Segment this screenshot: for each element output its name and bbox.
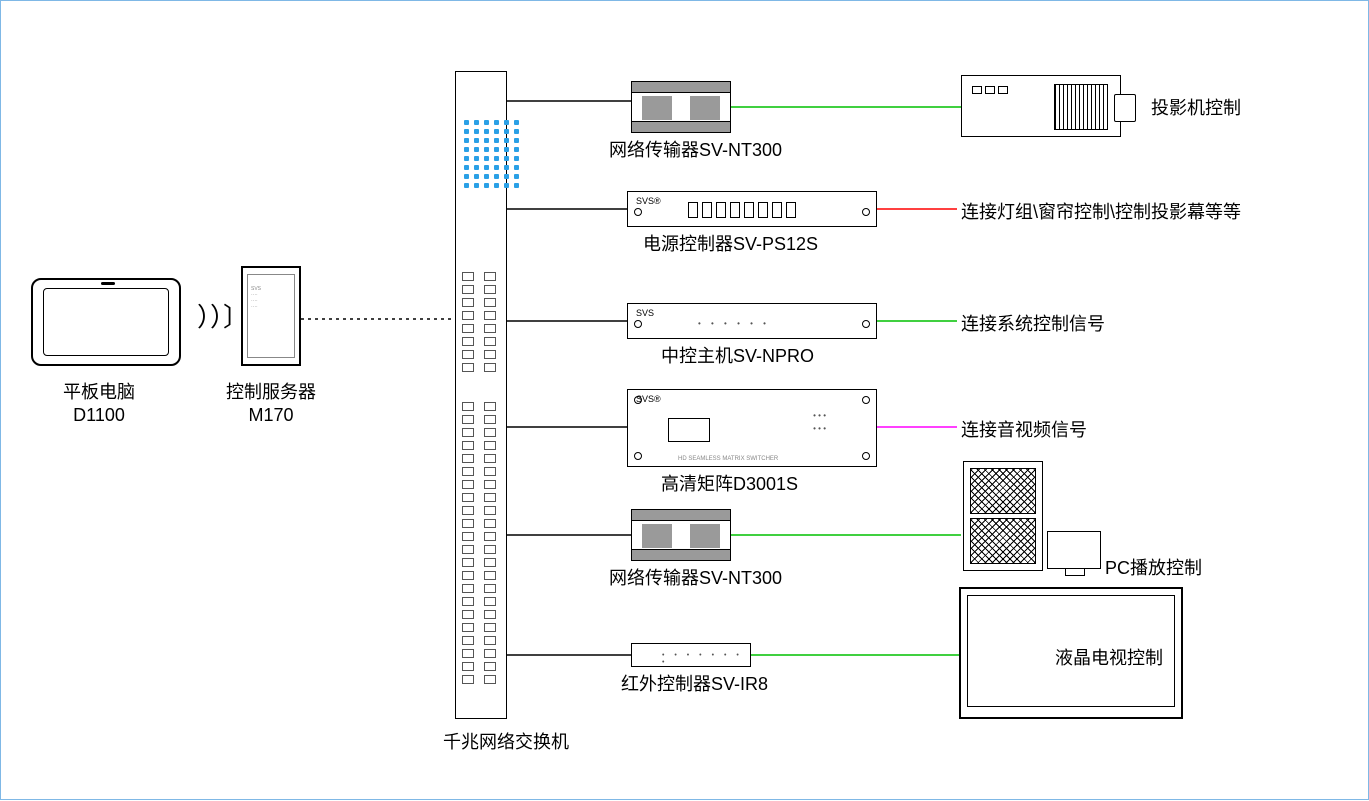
tv-label: 液晶电视控制 bbox=[1055, 647, 1163, 670]
pc-monitor-device bbox=[1047, 531, 1101, 569]
tablet-device bbox=[31, 278, 181, 366]
ir8-label: 红外控制器SV-IR8 bbox=[621, 673, 768, 696]
pc-monitor-stand bbox=[1065, 569, 1085, 576]
pc-tower-device bbox=[963, 461, 1043, 571]
gigabit-switch-label: 千兆网络交换机 bbox=[443, 731, 569, 754]
system-signal-text: 连接系统控制信号 bbox=[961, 313, 1105, 336]
tablet-label: 平板电脑 D1100 bbox=[63, 381, 135, 428]
projector-device bbox=[961, 75, 1121, 137]
npro-label: 中控主机SV-NPRO bbox=[661, 345, 814, 368]
pc-label: PC播放控制 bbox=[1105, 557, 1202, 580]
nt300-bottom-device bbox=[631, 509, 731, 561]
nt300-top-device bbox=[631, 81, 731, 133]
d3001s-device: SVS® • • •• • • HD SEAMLESS MATRIX SWITC… bbox=[627, 389, 877, 467]
control-server-label: 控制服务器 M170 bbox=[226, 381, 316, 428]
control-server-device: SVS············ bbox=[241, 266, 301, 366]
nt300-top-label: 网络传输器SV-NT300 bbox=[609, 139, 782, 162]
d3001s-label: 高清矩阵D3001S bbox=[661, 473, 798, 496]
gigabit-switch-device bbox=[455, 71, 507, 719]
av-signal-text: 连接音视频信号 bbox=[961, 419, 1087, 442]
npro-device: SVS • • • • • • bbox=[627, 303, 877, 339]
ir8-device: • • • • • • • • bbox=[631, 643, 751, 667]
projector-label: 投影机控制 bbox=[1151, 97, 1241, 120]
relay-text: 连接灯组\窗帘控制\控制投影幕等等 bbox=[961, 201, 1241, 224]
diagram-canvas: 平板电脑 D1100 〔（（ SVS············ 控制服务器 M17… bbox=[0, 0, 1369, 800]
sp12s-label: 电源控制器SV-PS12S bbox=[643, 233, 818, 256]
sp12s-device: SVS® bbox=[627, 191, 877, 227]
nt300-bottom-label: 网络传输器SV-NT300 bbox=[609, 567, 782, 590]
